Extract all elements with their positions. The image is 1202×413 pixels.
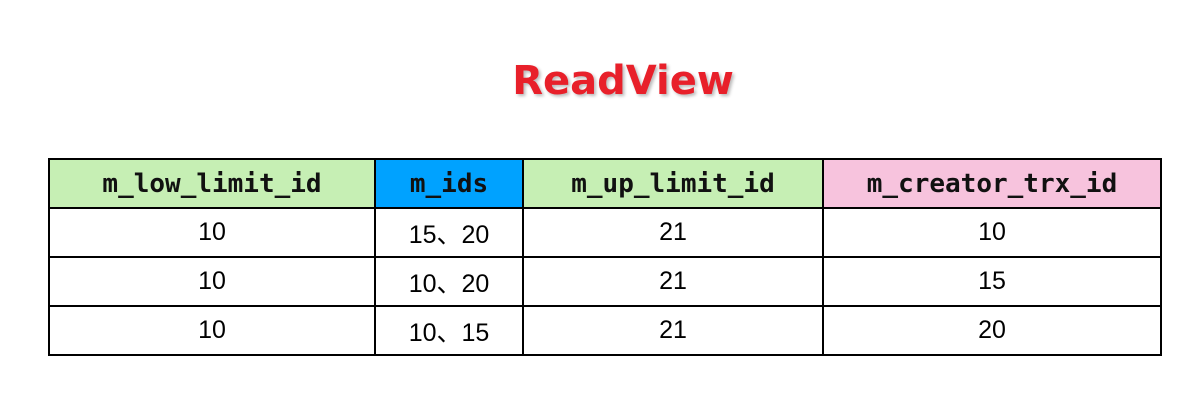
readview-table: m_low_limit_id m_ids m_up_limit_id m_cre… xyxy=(48,158,1162,356)
cell-m-ids: 10、15 xyxy=(374,305,524,356)
table-row: 10 10、20 21 15 xyxy=(48,256,1162,307)
header-m-creator-trx-id: m_creator_trx_id xyxy=(822,158,1162,209)
cell-m-up-limit-id: 21 xyxy=(522,256,824,307)
cell-m-ids: 15、20 xyxy=(374,207,524,258)
table-row: 10 15、20 21 10 xyxy=(48,207,1162,258)
cell-m-low-limit-id: 10 xyxy=(48,305,376,356)
table-header-row: m_low_limit_id m_ids m_up_limit_id m_cre… xyxy=(48,158,1162,209)
cell-m-low-limit-id: 10 xyxy=(48,207,376,258)
header-m-ids: m_ids xyxy=(374,158,524,209)
cell-m-creator-trx-id: 10 xyxy=(822,207,1162,258)
cell-m-creator-trx-id: 15 xyxy=(822,256,1162,307)
cell-m-low-limit-id: 10 xyxy=(48,256,376,307)
cell-m-ids: 10、20 xyxy=(374,256,524,307)
diagram-title: ReadView xyxy=(512,58,734,104)
cell-m-up-limit-id: 21 xyxy=(522,207,824,258)
cell-m-creator-trx-id: 20 xyxy=(822,305,1162,356)
header-m-low-limit-id: m_low_limit_id xyxy=(48,158,376,209)
cell-m-up-limit-id: 21 xyxy=(522,305,824,356)
table-row: 10 10、15 21 20 xyxy=(48,305,1162,356)
header-m-up-limit-id: m_up_limit_id xyxy=(522,158,824,209)
